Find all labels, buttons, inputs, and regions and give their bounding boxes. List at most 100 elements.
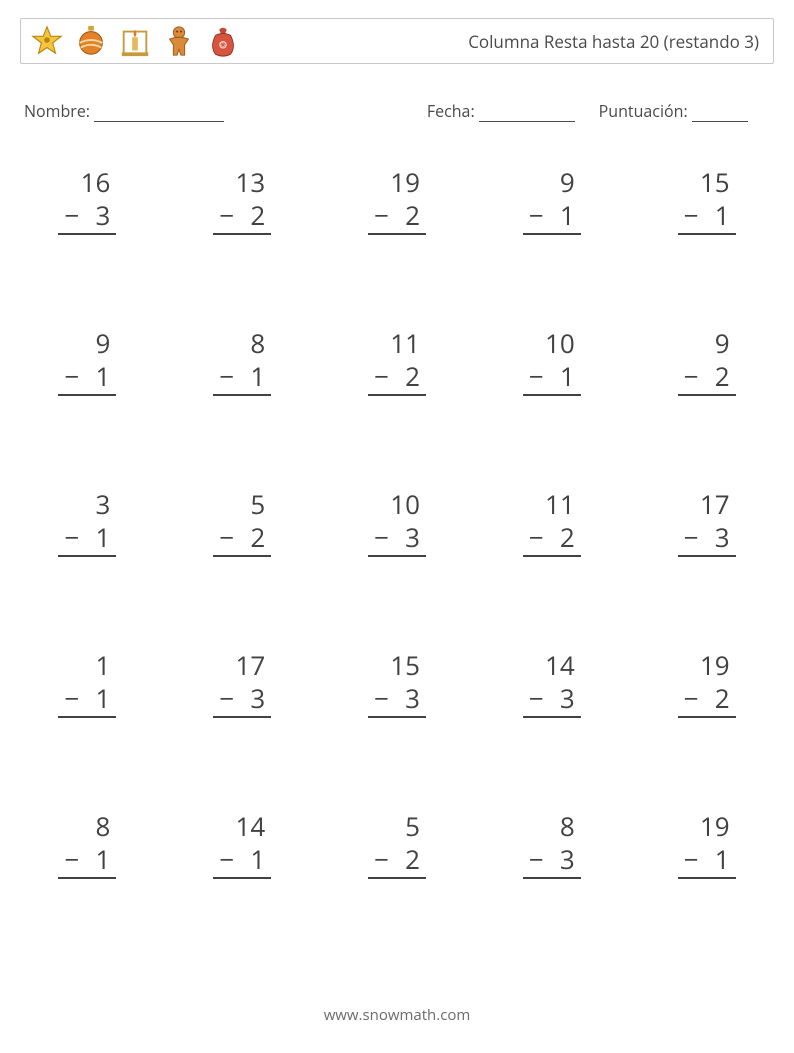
sack-icon [205,23,241,59]
subtrahend: 3 [392,521,420,554]
answer-blank[interactable] [58,396,116,426]
minus-operator: − [64,360,78,393]
subtraction-stack: 9−2 [678,327,736,426]
name-blank[interactable] [94,106,224,122]
minus-operator: − [374,843,388,876]
minuend: 13 [213,166,271,199]
answer-blank[interactable] [523,557,581,587]
problems-grid: 16− 313− 219− 29−115− 19−18−111− 210− 19… [20,166,774,909]
subtrahend: 3 [237,682,265,715]
problem-cell: 8−3 [494,810,609,909]
answer-blank[interactable] [368,879,426,909]
subtrahend-row: −1 [58,843,116,880]
answer-blank[interactable] [58,879,116,909]
subtrahend-row: −1 [213,360,271,397]
minuend: 8 [58,810,116,843]
minus-operator: − [684,199,698,232]
subtraction-stack: 8−3 [523,810,581,909]
subtrahend-row: − 2 [368,360,426,397]
subtrahend-row: −1 [58,360,116,397]
problem-cell: 9−2 [649,327,764,426]
problem-cell: 9−1 [494,166,609,265]
subtrahend-row: − 1 [523,360,581,397]
answer-blank[interactable] [213,557,271,587]
answer-blank[interactable] [368,557,426,587]
minuend: 11 [523,488,581,521]
minus-operator: − [219,360,233,393]
minus-operator: − [529,682,543,715]
problem-cell: 17− 3 [185,649,300,748]
subtrahend-row: − 3 [523,682,581,719]
minus-operator: − [374,521,388,554]
subtrahend: 3 [547,682,575,715]
subtrahend-row: − 1 [678,199,736,236]
minuend: 19 [678,649,736,682]
subtrahend-row: − 2 [213,199,271,236]
minuend: 5 [213,488,271,521]
subtraction-stack: 8−1 [58,810,116,909]
subtrahend-row: −2 [368,843,426,880]
answer-blank[interactable] [678,396,736,426]
problem-cell: 19− 2 [649,649,764,748]
problem-cell: 10− 1 [494,327,609,426]
subtrahend-row: −1 [58,521,116,558]
subtrahend: 1 [547,360,575,393]
minus-operator: − [374,360,388,393]
problem-cell: 8−1 [30,810,145,909]
answer-blank[interactable] [523,396,581,426]
answer-blank[interactable] [368,718,426,748]
problem-cell: 14− 3 [494,649,609,748]
date-blank[interactable] [479,106,575,122]
subtrahend: 1 [82,682,110,715]
problem-cell: 16− 3 [30,166,145,265]
subtrahend-row: −1 [58,682,116,719]
answer-blank[interactable] [368,396,426,426]
subtraction-stack: 16− 3 [58,166,116,265]
minuend: 10 [523,327,581,360]
subtrahend-row: − 2 [523,521,581,558]
answer-blank[interactable] [678,879,736,909]
answer-blank[interactable] [213,396,271,426]
subtrahend: 2 [392,843,420,876]
answer-blank[interactable] [523,879,581,909]
score-blank[interactable] [692,106,748,122]
problem-cell: 5−2 [185,488,300,587]
score-label: Puntuación: [599,100,688,122]
subtrahend: 1 [82,360,110,393]
answer-blank[interactable] [58,235,116,265]
info-row: Nombre: Fecha: Puntuación: [20,100,774,122]
minus-operator: − [374,199,388,232]
subtrahend: 2 [702,360,730,393]
subtraction-stack: 5−2 [368,810,426,909]
subtraction-stack: 1−1 [58,649,116,748]
subtrahend-row: − 2 [368,199,426,236]
problem-cell: 19− 1 [649,810,764,909]
answer-blank[interactable] [678,235,736,265]
answer-blank[interactable] [58,557,116,587]
minuend: 19 [678,810,736,843]
answer-blank[interactable] [678,718,736,748]
answer-blank[interactable] [523,235,581,265]
subtrahend-row: −2 [678,360,736,397]
subtraction-stack: 19− 2 [368,166,426,265]
answer-blank[interactable] [368,235,426,265]
minus-operator: − [684,682,698,715]
ornament-icon [73,23,109,59]
minuend: 14 [213,810,271,843]
subtrahend-row: −2 [213,521,271,558]
answer-blank[interactable] [58,718,116,748]
subtrahend: 1 [82,843,110,876]
minus-operator: − [529,843,543,876]
answer-blank[interactable] [523,718,581,748]
answer-blank[interactable] [213,718,271,748]
subtrahend-row: − 1 [678,843,736,880]
answer-blank[interactable] [678,557,736,587]
minus-operator: − [64,682,78,715]
subtrahend: 1 [702,843,730,876]
subtrahend-row: − 3 [368,521,426,558]
minuend: 16 [58,166,116,199]
answer-blank[interactable] [213,235,271,265]
subtraction-stack: 17− 3 [213,649,271,748]
minus-operator: − [64,199,78,232]
answer-blank[interactable] [213,879,271,909]
